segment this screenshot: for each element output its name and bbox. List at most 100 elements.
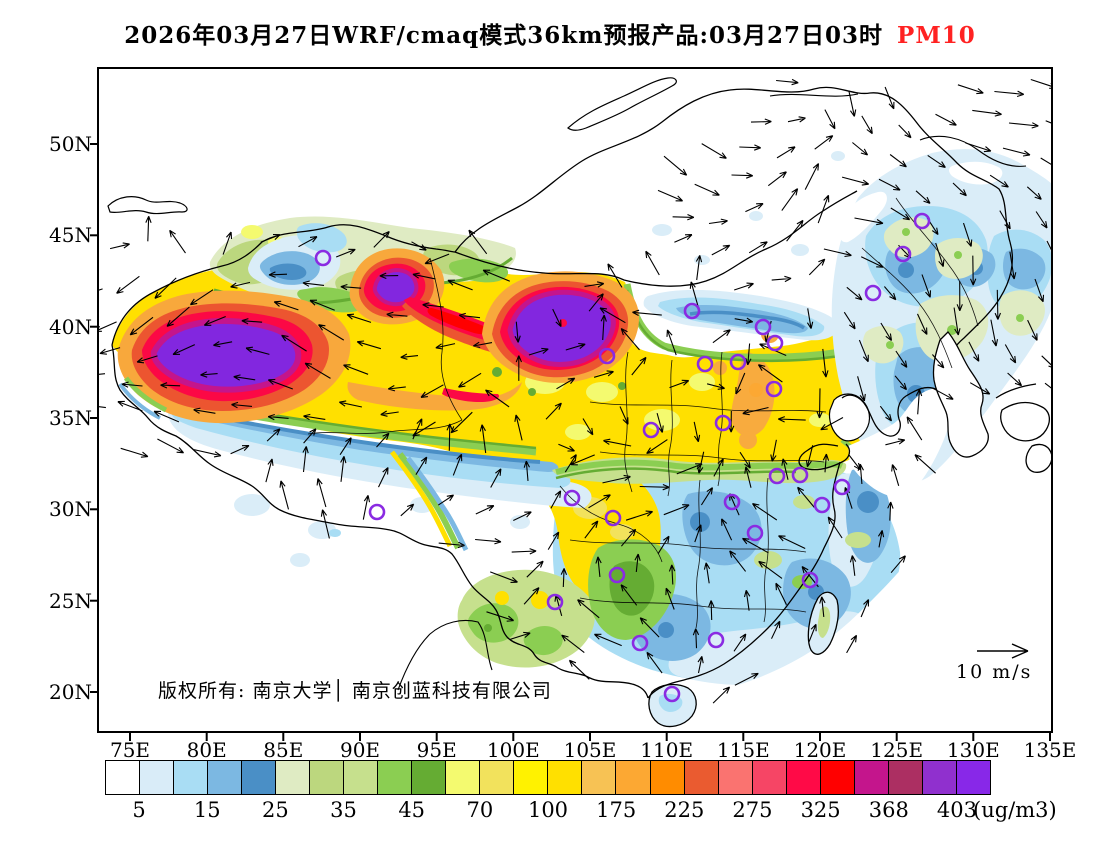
wind-scale-arrow bbox=[977, 643, 1029, 659]
colorbar-tick-325: 325 bbox=[800, 798, 841, 822]
city-marker bbox=[894, 245, 912, 263]
colorbar-cell-9 bbox=[411, 760, 447, 795]
wind-arrow-field bbox=[99, 78, 1051, 704]
colorbar-tick-175: 175 bbox=[596, 798, 637, 822]
city-marker bbox=[604, 509, 622, 527]
lat-label-25N: 25N bbox=[49, 588, 92, 613]
map-art bbox=[99, 69, 1051, 731]
northeast-region bbox=[831, 149, 1051, 484]
city-marker bbox=[314, 249, 332, 267]
city-marker bbox=[801, 571, 819, 589]
colorbar-cell-25 bbox=[955, 760, 991, 795]
city-marker bbox=[768, 467, 786, 485]
city-markers bbox=[314, 212, 931, 703]
colorbar-cell-15 bbox=[615, 760, 651, 795]
city-marker bbox=[813, 496, 831, 514]
city-marker bbox=[631, 634, 649, 652]
map-frame bbox=[97, 67, 1053, 733]
colorbar-unit: (ug/m3) bbox=[973, 798, 1057, 822]
colorbar-cell-14 bbox=[581, 760, 617, 795]
colorbar-cell-24 bbox=[921, 760, 957, 795]
hexi-orange-band bbox=[347, 382, 522, 411]
colorbar-tick-275: 275 bbox=[732, 798, 773, 822]
japan-outline bbox=[1000, 401, 1051, 442]
lon-label-85E: 85E bbox=[263, 738, 304, 762]
city-marker bbox=[913, 212, 931, 230]
colorbar-tick-70: 70 bbox=[466, 798, 494, 822]
city-marker bbox=[608, 566, 626, 584]
lon-label-115E: 115E bbox=[716, 738, 770, 762]
colorbar-cell-13 bbox=[547, 760, 583, 795]
colorbar-cell-17 bbox=[683, 760, 719, 795]
colorbar-cell-18 bbox=[717, 760, 753, 795]
city-marker bbox=[598, 347, 616, 365]
korea-outline bbox=[932, 331, 989, 458]
colorbar-tick-45: 45 bbox=[398, 798, 426, 822]
colorbar bbox=[105, 760, 991, 795]
colorbar-cell-0 bbox=[105, 760, 141, 795]
colorbar-tick-403: 403 bbox=[936, 798, 977, 822]
lakes bbox=[107, 77, 677, 215]
colorbar-cell-16 bbox=[649, 760, 685, 795]
city-marker bbox=[368, 503, 386, 521]
colorbar-tick-368: 368 bbox=[868, 798, 909, 822]
linking-red-band bbox=[402, 297, 511, 356]
lat-label-35N: 35N bbox=[49, 406, 92, 430]
lon-label-95E: 95E bbox=[416, 738, 457, 762]
colorbar-cell-21 bbox=[819, 760, 855, 795]
colorbar-tick-25: 25 bbox=[262, 798, 289, 822]
colorbar-cell-12 bbox=[513, 760, 549, 795]
colorbar-tick-225: 225 bbox=[664, 798, 705, 822]
city-marker bbox=[765, 380, 783, 398]
colorbar-cell-19 bbox=[751, 760, 787, 795]
wind-arrows bbox=[99, 78, 1051, 704]
city-marker bbox=[729, 353, 747, 371]
lon-label-90E: 90E bbox=[339, 738, 381, 762]
lon-label-135E: 135E bbox=[1023, 738, 1077, 762]
tarim-dust-core bbox=[117, 290, 351, 424]
colorbar-cell-4 bbox=[241, 760, 277, 795]
city-marker bbox=[714, 414, 732, 432]
colorbar-tick-15: 15 bbox=[193, 798, 221, 822]
tibet-fringe bbox=[159, 394, 592, 567]
colorbar-cell-5 bbox=[275, 760, 311, 795]
lat-label-20N: 20N bbox=[49, 680, 92, 704]
colorbar-cell-6 bbox=[309, 760, 345, 795]
page-title: 2026年03月27日WRF/cmaq模式36km预报产品:03月27日03时 P… bbox=[0, 16, 1100, 50]
korea-japan bbox=[932, 331, 1051, 473]
lake-balkhash bbox=[107, 196, 188, 215]
sea-white bbox=[678, 388, 1051, 710]
axis-ticks bbox=[90, 143, 1051, 741]
city-marker bbox=[723, 493, 741, 511]
lat-label-40N: 40N bbox=[49, 314, 92, 339]
colorbar-cell-22 bbox=[853, 760, 889, 795]
lon-label-125E: 125E bbox=[870, 738, 924, 762]
yunnan-greens bbox=[457, 569, 595, 668]
lon-label-120E: 120E bbox=[793, 738, 847, 762]
city-marker bbox=[746, 524, 764, 542]
lat-label-50N: 50N bbox=[49, 132, 92, 156]
lon-label-75E: 75E bbox=[109, 738, 151, 762]
colorbar-cell-2 bbox=[173, 760, 209, 795]
city-marker bbox=[546, 593, 564, 611]
colorbar-cell-10 bbox=[445, 760, 481, 795]
city-marker bbox=[642, 421, 660, 439]
lat-label-45N: 45N bbox=[49, 223, 92, 248]
colorbar-tick-5: 5 bbox=[132, 798, 146, 822]
colorbar-tick-35: 35 bbox=[330, 798, 357, 822]
lat-label-30N: 30N bbox=[49, 497, 92, 522]
title-text: 2026年03月27日WRF/cmaq模式36km预报产品:03月27日03时 bbox=[124, 22, 884, 49]
city-marker bbox=[707, 631, 725, 649]
colorbar-cell-3 bbox=[207, 760, 243, 795]
colorbar-cell-8 bbox=[377, 760, 413, 795]
lon-label-105E: 105E bbox=[563, 738, 617, 762]
city-marker bbox=[833, 478, 851, 496]
lon-label-110E: 110E bbox=[640, 738, 694, 762]
wind-scale-label: 10 m/s bbox=[956, 661, 1033, 683]
title-pollutant: PM10 bbox=[897, 22, 976, 49]
colorbar-cell-20 bbox=[785, 760, 821, 795]
city-marker bbox=[663, 685, 681, 703]
city-marker bbox=[563, 489, 581, 507]
